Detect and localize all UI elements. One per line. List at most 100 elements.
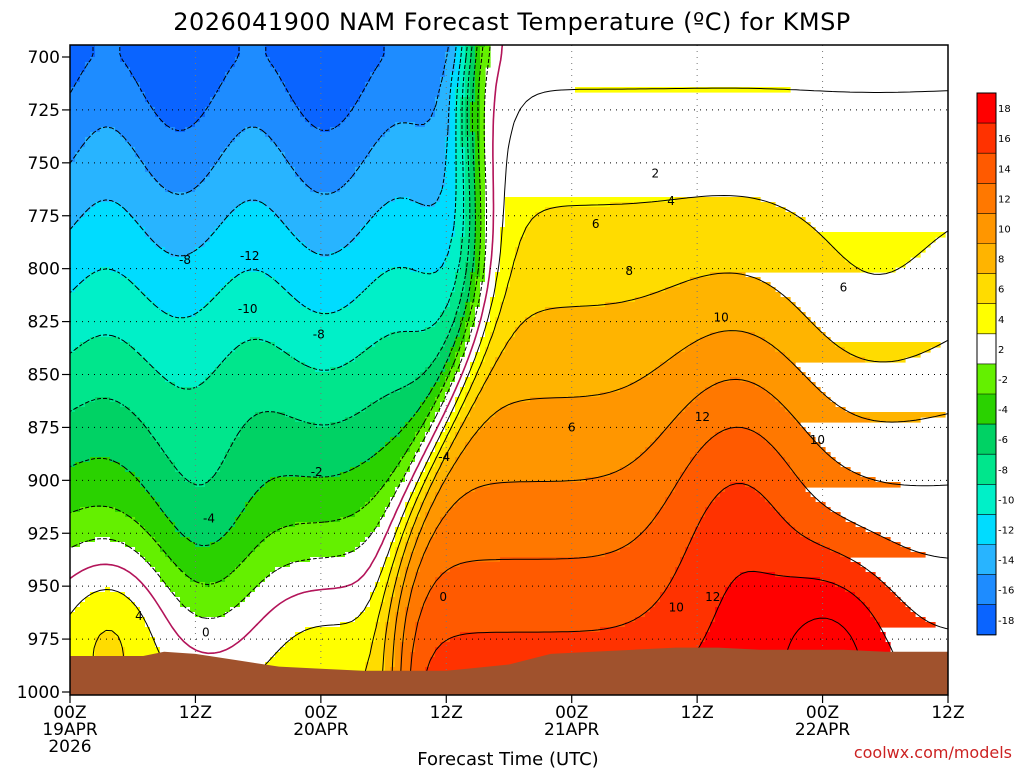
contour-label: 2 <box>652 166 660 180</box>
contour-label: -4 <box>203 511 215 525</box>
colorbar-label: 18 <box>998 104 1011 115</box>
colorbar-label: -4 <box>998 405 1008 416</box>
colorbar-label: 16 <box>998 134 1011 145</box>
x-tick-label: 19APR <box>42 720 98 740</box>
y-tick-label: 700 <box>28 48 60 68</box>
y-tick-label: 850 <box>28 366 60 386</box>
y-tick-label: 975 <box>28 630 60 650</box>
x-axis-label: Forecast Time (UTC) <box>417 749 598 768</box>
colorbar-swatch <box>977 484 996 515</box>
colorbar-label: 2 <box>998 345 1004 356</box>
colorbar-label: 8 <box>998 255 1004 266</box>
colorbar-label: 6 <box>998 285 1004 296</box>
contour-label: 10 <box>810 433 825 447</box>
colorbar-label: 12 <box>998 194 1011 205</box>
x-tick-label: 22APR <box>795 720 851 740</box>
credit-text: coolwx.com/models <box>854 743 1012 762</box>
colorbar-swatch <box>977 424 996 455</box>
y-tick-label: 725 <box>28 101 60 121</box>
colorbar-swatch <box>977 123 996 154</box>
colorbar-swatch <box>977 394 996 425</box>
colorbar-label: 4 <box>998 315 1004 326</box>
colorbar-label: 10 <box>998 224 1011 235</box>
freezing-line <box>70 45 504 655</box>
x-tick-label: 00Z <box>806 703 839 723</box>
contour--18 <box>70 45 385 132</box>
y-tick-label: 775 <box>28 207 60 227</box>
x-tick-label: 00Z <box>304 703 337 723</box>
x-tick-label: 00Z <box>53 703 86 723</box>
x-tick-label: 12Z <box>931 703 964 723</box>
contour-label: 8 <box>625 264 633 278</box>
y-tick-label: 900 <box>28 471 60 491</box>
colorbar-label: 14 <box>998 164 1011 175</box>
contour-label: 4 <box>667 194 675 208</box>
contour-12 <box>408 426 948 695</box>
grid-lines <box>70 45 948 695</box>
contour-label: -4 <box>438 450 450 464</box>
colorbar-label: -12 <box>998 525 1014 536</box>
contour-label: -12 <box>240 249 260 263</box>
contour--6 <box>70 45 478 547</box>
colorbar-swatch <box>977 574 996 606</box>
colorbar-swatch <box>977 153 996 184</box>
colorbar-label: -2 <box>998 375 1008 386</box>
contour-label: 0 <box>202 626 210 640</box>
contour-2 <box>70 87 948 692</box>
y-tick-label: 875 <box>28 418 60 438</box>
y-tick-label: 825 <box>28 313 60 333</box>
contour--4 <box>70 45 484 585</box>
ground-surface <box>70 647 948 695</box>
colorbar-swatch <box>977 243 996 274</box>
contour-label: 0 <box>439 590 447 604</box>
colorbar-swatch <box>977 544 996 575</box>
contour-label: 10 <box>714 310 729 324</box>
y-axis: 700 725 750 775 800 825 850 875 900 925 950 975 1000 <box>17 48 70 703</box>
colorbar-swatch <box>977 333 996 365</box>
x-tick-label: 2026 <box>48 737 91 757</box>
colorbar-swatch <box>977 604 996 636</box>
colorbar-label: -8 <box>998 465 1008 476</box>
x-tick-label: 12Z <box>430 703 463 723</box>
plot-frame <box>69 44 949 696</box>
contour-label: 6 <box>568 420 576 434</box>
colorbar: 18 16 14 12 10 8 6 4 2 -2 -4 -6 -8 -10 -12 -14 -16 -18 <box>976 92 1014 636</box>
x-tick-label: 21APR <box>544 720 600 740</box>
colorbar-label: -18 <box>998 616 1014 627</box>
colorbar-swatch <box>977 183 996 214</box>
contour-label: 4 <box>135 609 143 623</box>
y-tick-label: 925 <box>28 524 60 544</box>
colorbar-swatch <box>977 213 996 244</box>
contour-label: -10 <box>238 302 258 316</box>
contour--12 <box>70 45 463 319</box>
x-tick-label: 12Z <box>179 703 212 723</box>
y-tick-label: 950 <box>28 577 60 597</box>
colorbar-swatch <box>977 514 996 545</box>
y-tick-label: 800 <box>28 260 60 280</box>
temperature-fill <box>70 45 946 693</box>
colorbar-swatch <box>977 303 996 335</box>
contour-label: 10 <box>669 600 684 614</box>
contour--8 <box>70 45 473 486</box>
contour-label: 6 <box>840 281 848 295</box>
colorbar-swatch <box>977 93 996 124</box>
colorbar-label: -10 <box>998 495 1014 506</box>
y-tick-label: 750 <box>28 154 60 174</box>
colorbar-swatch <box>977 273 996 305</box>
colorbar-label: -16 <box>998 586 1014 597</box>
x-tick-label: 00Z <box>555 703 588 723</box>
x-tick-label: 12Z <box>681 703 714 723</box>
contour-8 <box>391 330 948 695</box>
contour-lines <box>70 45 948 695</box>
x-tick-label: 20APR <box>293 720 349 740</box>
contour-label: 12 <box>695 410 710 424</box>
colorbar-swatch <box>977 363 996 395</box>
contour-label: -8 <box>179 253 191 267</box>
contour-label: 6 <box>592 217 600 231</box>
contour-label: 12 <box>705 590 720 604</box>
contour-label: -2 <box>311 465 323 479</box>
contour-10 <box>399 378 948 695</box>
